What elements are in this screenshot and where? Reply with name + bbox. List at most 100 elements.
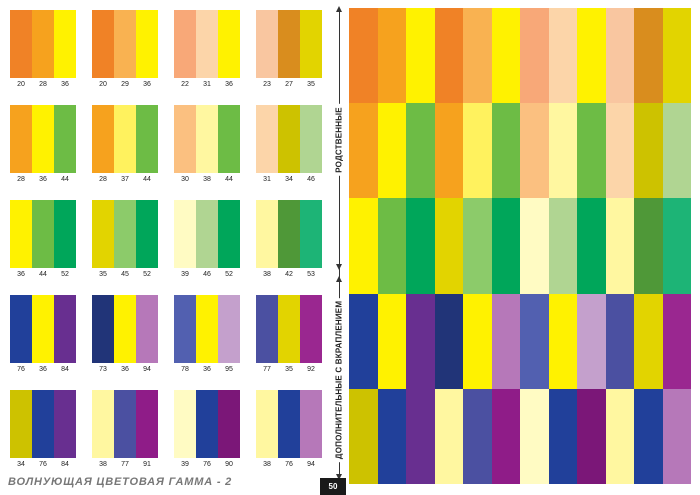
- color-code-label: 77: [263, 366, 271, 373]
- mosaic-cell: [634, 388, 663, 484]
- mosaic-cell: [662, 103, 691, 199]
- section-label-complementary: ДОПОЛНИТЕЛЬНЫЕ С ВКРАПЛЕНИЕМ: [334, 297, 344, 463]
- color-strip: [136, 105, 158, 173]
- color-code-label: 36: [17, 271, 25, 278]
- color-strip: [196, 390, 218, 458]
- mosaic-cell: [634, 198, 663, 294]
- mosaic-cell: [349, 198, 378, 294]
- triad-labels: 20 28 36: [10, 80, 76, 89]
- mosaic-cell: [634, 293, 663, 389]
- color-strip: [300, 295, 322, 363]
- color-code-label: 28: [39, 81, 47, 88]
- triad-labels: 36 44 52: [10, 270, 76, 279]
- color-triad: 36 44 52: [10, 200, 76, 280]
- mosaic-cell: [605, 388, 634, 484]
- mosaic-cell: [434, 103, 463, 199]
- triad-strips: [256, 10, 322, 78]
- mosaic-row: [349, 388, 691, 484]
- color-code-label: 76: [17, 366, 25, 373]
- mosaic-cell: [520, 388, 549, 484]
- color-code-label: 36: [203, 366, 211, 373]
- color-triad: 31 34 46: [256, 105, 322, 185]
- triad-labels: 76 36 84: [10, 365, 76, 374]
- color-strip: [114, 295, 136, 363]
- color-strip: [174, 295, 196, 363]
- color-strip: [256, 200, 278, 268]
- color-triad: 38 77 91: [92, 390, 158, 470]
- color-code-label: 42: [285, 271, 293, 278]
- color-code-label: 46: [203, 271, 211, 278]
- color-code-label: 84: [61, 366, 69, 373]
- mosaic-cell: [377, 8, 406, 104]
- color-code-label: 29: [121, 81, 129, 88]
- color-strip: [300, 10, 322, 78]
- color-code-label: 38: [99, 461, 107, 468]
- mosaic-cell: [577, 198, 606, 294]
- color-strip: [218, 390, 240, 458]
- color-code-label: 36: [61, 81, 69, 88]
- color-code-label: 91: [143, 461, 151, 468]
- color-code-label: 44: [225, 176, 233, 183]
- triad-strips: [174, 295, 240, 363]
- color-strip: [54, 390, 76, 458]
- mosaic-cell: [634, 8, 663, 104]
- color-code-label: 73: [99, 366, 107, 373]
- arrow-up-icon: [336, 6, 342, 12]
- section-label-related: РОДСТВЕННЫЕ: [334, 104, 344, 176]
- color-strip: [174, 390, 196, 458]
- arrow-down-icon: [336, 264, 342, 270]
- color-strip: [278, 390, 300, 458]
- color-strip: [218, 295, 240, 363]
- triad-labels: 77 35 92: [256, 365, 322, 374]
- color-code-label: 20: [17, 81, 25, 88]
- color-strip: [278, 105, 300, 173]
- mosaic-cell: [463, 8, 492, 104]
- color-code-label: 31: [263, 176, 271, 183]
- mosaic-cell: [605, 8, 634, 104]
- mosaic-cell: [548, 388, 577, 484]
- color-strip: [92, 105, 114, 173]
- mosaic-cell: [377, 198, 406, 294]
- mosaic-cell: [491, 293, 520, 389]
- color-code-label: 28: [17, 176, 25, 183]
- color-triad: 22 31 36: [174, 10, 240, 90]
- color-code-label: 36: [121, 366, 129, 373]
- mosaic-row: [349, 8, 691, 104]
- color-strip: [196, 295, 218, 363]
- mosaic-cell: [577, 103, 606, 199]
- triad-strips: [174, 105, 240, 173]
- triad-strips: [10, 10, 76, 78]
- color-code-label: 36: [39, 176, 47, 183]
- color-strip: [114, 390, 136, 458]
- mosaic-cell: [463, 388, 492, 484]
- color-triad: 28 37 44: [92, 105, 158, 185]
- color-strip: [300, 390, 322, 458]
- triad-strips: [256, 295, 322, 363]
- color-triad: 30 38 44: [174, 105, 240, 185]
- color-code-label: 76: [285, 461, 293, 468]
- mosaic-cell: [577, 8, 606, 104]
- mosaic-cell: [406, 388, 435, 484]
- color-strip: [10, 10, 32, 78]
- color-code-label: 52: [61, 271, 69, 278]
- color-code-label: 22: [181, 81, 189, 88]
- color-code-label: 44: [143, 176, 151, 183]
- arrow-up-icon: [336, 276, 342, 282]
- mosaic-cell: [434, 388, 463, 484]
- mosaic-cell: [662, 8, 691, 104]
- mosaic-cell: [605, 198, 634, 294]
- mosaic-cell: [548, 8, 577, 104]
- mosaic-cell: [434, 293, 463, 389]
- color-code-label: 76: [39, 461, 47, 468]
- color-strip: [32, 295, 54, 363]
- color-code-label: 36: [225, 81, 233, 88]
- color-strip: [32, 390, 54, 458]
- color-triad: 20 29 36: [92, 10, 158, 90]
- color-code-label: 52: [143, 271, 151, 278]
- arrow-down-icon: [336, 474, 342, 480]
- color-code-label: 23: [263, 81, 271, 88]
- triad-labels: 28 36 44: [10, 175, 76, 184]
- mosaic-cell: [463, 293, 492, 389]
- color-code-label: 44: [39, 271, 47, 278]
- color-strip: [300, 200, 322, 268]
